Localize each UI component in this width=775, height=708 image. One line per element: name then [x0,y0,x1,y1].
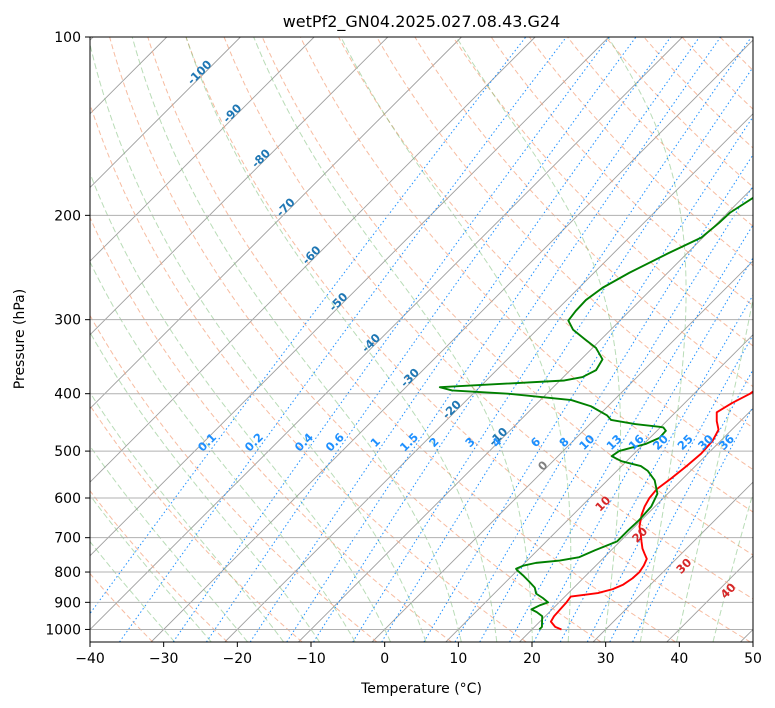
y-tick-label: 600 [54,491,81,507]
isotherm-line [90,37,315,262]
moist-adiabat-line [185,37,498,642]
moist-adiabat-line [607,37,687,642]
isotherm-line [90,37,610,557]
mixing-ratio-line [381,66,753,642]
profile-series [438,196,753,631]
background-lines [0,37,775,642]
dry-adiabat-line [90,489,228,642]
y-tick-label: 500 [54,444,81,460]
mixing-ratio-line [454,153,753,642]
dry-adiabat-line [90,314,378,642]
dry-adiabat-line [223,37,753,600]
dry-adiabat-line [0,37,3,642]
x-tick-label: 30 [597,651,615,667]
y-tick-label: 200 [54,208,81,224]
mixing-ratio-line [509,224,753,642]
y-tick-label: 400 [54,387,81,403]
chart-title: wetPf2_GN04.2025.027.08.43.G24 [283,12,561,32]
isotherm-line [90,37,683,631]
dewpoint-profile [438,196,753,631]
x-tick-label: −10 [296,651,326,667]
moist-adiabat-line [253,37,533,642]
isotherm-line [592,481,753,642]
mixing-ratio-line [423,115,753,642]
isotherm-line [445,334,753,642]
pressure-grid [90,37,753,630]
moist-adiabat-line [90,445,249,642]
mixing-ratio-line [352,37,752,642]
dry-adiabat-line [90,102,527,642]
y-axis-label: Pressure (hPa) [12,289,28,389]
plot-background [90,37,753,642]
y-tick-label: 800 [54,565,81,581]
dry-adiabat-line [90,216,452,642]
dry-adiabat-line [414,37,753,388]
mixing-ratio-line [533,256,753,642]
mixing-ratio-line [286,37,700,642]
x-axis-label: Temperature (°C) [360,681,482,697]
mixing-ratio-line [172,37,610,642]
dry-adiabat-line [490,37,753,307]
x-tick-label: 0 [380,651,389,667]
isotherm-line [90,37,462,410]
dry-adiabat-line [90,404,303,642]
temperature-profile [549,390,753,631]
isotherm-line [371,260,753,642]
moist-adiabat-line [90,391,285,642]
x-tick-label: −20 [223,651,253,667]
dry-adiabat-line [185,37,751,642]
isotherm-line [90,37,536,483]
moist-adiabat-line [90,171,392,642]
dry-adiabat-line [90,572,154,642]
dry-adiabat-line [147,37,676,642]
dry-adiabat-line [261,37,753,556]
y-tick-label: 700 [54,531,81,547]
moist-adiabat-line [90,540,176,642]
isotherm-line [90,37,241,189]
mixing-ratio-line [632,405,753,642]
isotherm-line [150,39,753,642]
x-tick-label: 50 [744,651,762,667]
isotherm-line [519,407,753,642]
x-tick-label: 20 [523,651,541,667]
moist-adiabat-line [340,37,572,642]
x-tick-label: −40 [75,651,105,667]
plot-frame [89,36,754,643]
x-tick-label: −30 [149,651,179,667]
moist-adiabat-line [676,296,753,642]
y-tick-label: 900 [54,595,81,611]
y-tick-label: 1000 [45,622,81,638]
moist-adiabat-line [90,260,356,642]
mixing-ratio-line [313,37,722,642]
axes: −40 −30 −20 −10 0 10 20 30 40 50 100 200 300 400 500 60… [45,30,762,667]
mixing-ratio-line [479,185,753,642]
dry-adiabat-line [109,37,602,642]
moist-adiabat-line [90,494,212,642]
x-tick-label: 40 [670,651,688,667]
y-tick-label: 300 [54,313,81,329]
moist-adiabat-line [131,37,462,642]
mixing-ratio-line [90,37,527,615]
isotherm-line [90,37,389,336]
x-tick-label: 10 [449,651,467,667]
dry-adiabat-line [758,37,775,642]
mixing-ratio-line [249,37,672,642]
moist-adiabat-line [90,42,427,642]
dry-adiabat-line [338,37,753,471]
isotherm-line [298,186,753,642]
y-tick-label: 100 [54,30,81,46]
isotherm-line [224,113,753,642]
